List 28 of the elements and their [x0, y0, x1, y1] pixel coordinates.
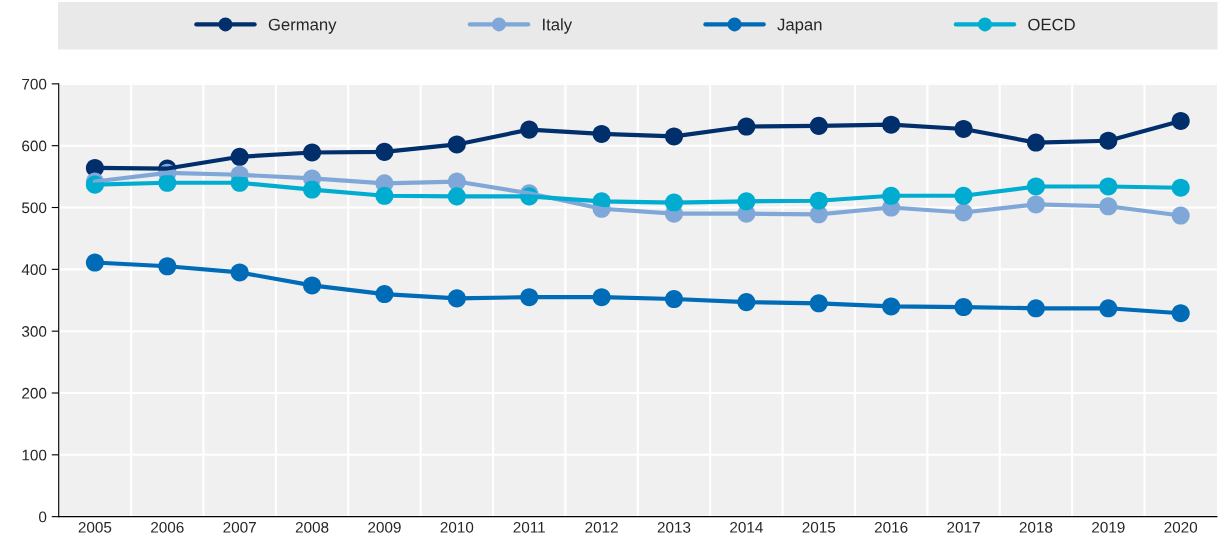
legend-label: OECD — [1028, 18, 1075, 31]
y-tick-label: 300 — [21, 326, 47, 337]
x-tick-label: 2011 — [513, 521, 545, 533]
legend-label: Germany — [268, 18, 337, 34]
x-tick-label: 2006 — [151, 521, 184, 533]
legend-label: Italy — [543, 18, 573, 34]
y-tick-label: 100 — [22, 449, 47, 461]
x-tick-label: 2013 — [657, 521, 691, 533]
x-tick-label: 2012 — [585, 521, 618, 533]
x-tick-label: 2005 — [78, 521, 112, 533]
x-tick-label: 2015 — [802, 521, 836, 533]
x-tick-label: 2019 — [1092, 521, 1125, 533]
x-tick-label: 2008 — [295, 521, 329, 533]
y-tick-label: 700 — [22, 78, 47, 90]
legend-label: Japan — [777, 18, 822, 34]
x-tick-label: 2016 — [874, 521, 908, 533]
y-tick-label: 0 — [39, 511, 47, 523]
y-tick-label: 200 — [22, 387, 47, 399]
x-tick-label: 2007 — [223, 521, 256, 533]
x-tick-label: 2017 — [947, 521, 980, 533]
y-tick-label: 600 — [22, 140, 47, 152]
y-tick-label: 500 — [22, 202, 47, 214]
x-tick-label: 2010 — [440, 521, 474, 533]
y-tick-label: 400 — [21, 264, 47, 276]
x-tick-label: 2009 — [368, 521, 401, 533]
x-tick-label: 2020 — [1164, 521, 1198, 533]
x-tick-label: 2014 — [730, 521, 763, 533]
x-tick-label: 2018 — [1019, 521, 1053, 533]
